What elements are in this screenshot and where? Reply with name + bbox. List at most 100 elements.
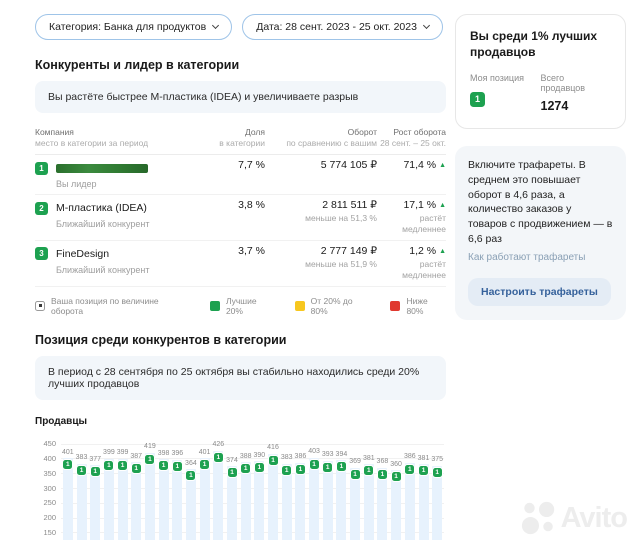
seller-count-bar	[76, 463, 87, 540]
seller-count-bar	[309, 457, 320, 540]
seller-count-bar	[391, 470, 402, 540]
position-badge: 1	[90, 467, 100, 477]
position-section-title: Позиция среди конкурентов в категории	[35, 332, 287, 347]
col-turnover-header: Оборот	[347, 127, 377, 137]
seller-count-bar	[363, 464, 374, 540]
position-badge: 1	[432, 467, 442, 477]
legend-label: От 20% до 80%	[310, 295, 353, 316]
promo-help-link[interactable]: Как работают трафареты	[468, 251, 586, 263]
y-axis-tick: 350	[43, 468, 56, 478]
bar-value-label: 375	[431, 456, 444, 464]
category-filter[interactable]: Категория: Банка для продуктов	[35, 14, 233, 40]
position-badge: 1	[200, 460, 210, 470]
table-row: 1 Вы лидер 7,7 % 5 774 105 ₽ 71,4 % ▲	[35, 155, 446, 196]
total-sellers-value: 1274	[540, 99, 569, 114]
bar-value-label: 381	[417, 454, 430, 462]
bar-value-label: 398	[157, 449, 170, 457]
y-axis-tick: 450	[43, 439, 56, 449]
avito-watermark: Avito	[520, 499, 628, 537]
legend-item: Ваша позиция по величине оборота	[35, 296, 190, 316]
bar-value-label: 399	[103, 449, 115, 457]
gridline	[61, 502, 444, 504]
bar-value-label: 383	[75, 454, 88, 462]
legend-item: Ниже 80%	[390, 296, 446, 316]
seller-count-bar	[432, 465, 443, 540]
col-share-header: Доля	[245, 127, 265, 137]
bar-value-label: 377	[89, 455, 102, 463]
y-axis-tick: 200	[43, 513, 56, 523]
seller-count-bar	[227, 466, 237, 540]
seller-count-bar	[185, 469, 196, 540]
table-legend: Ваша позиция по величине оборота Лучшие 2…	[35, 296, 446, 316]
seller-count-bar	[199, 458, 210, 540]
position-badge: 1	[364, 466, 374, 476]
position-badge: 1	[295, 464, 305, 474]
gridline	[61, 473, 444, 475]
legend-swatch-icon	[390, 300, 401, 311]
bar-value-label: 399	[116, 449, 129, 457]
bar-value-label: 416	[267, 444, 279, 452]
y-axis-tick: 150	[43, 527, 56, 537]
main-column: Категория: Банка для продуктов Дата: 28 …	[35, 14, 446, 540]
bar-value-label: 386	[403, 453, 416, 461]
gridline	[61, 517, 444, 519]
position-badge: 1	[419, 466, 428, 476]
seller-count-bar	[62, 458, 73, 540]
growth-up-icon: ▲	[439, 202, 446, 210]
bar-value-label: 393	[321, 451, 334, 459]
censored-company-name	[56, 163, 148, 173]
bar-value-label: 364	[185, 459, 197, 467]
bar-value-label: 381	[362, 454, 375, 462]
seller-count-bar	[350, 467, 361, 540]
company-name: FineDesign	[56, 247, 110, 260]
legend-label: Ваша позиция по величине оборота	[51, 295, 159, 316]
bar-value-label: 360	[390, 460, 402, 468]
configure-stencils-button[interactable]: Настроить трафареты	[468, 277, 611, 306]
seller-count-bar	[103, 458, 114, 540]
seller-count-bar	[172, 459, 183, 540]
bar-value-label: 426	[212, 441, 225, 449]
growth-up-icon: ▲	[439, 162, 446, 170]
position-badge: 1	[377, 469, 387, 479]
filter-bar: Категория: Банка для продуктов Дата: 28 …	[35, 14, 446, 40]
legend-swatch-icon	[294, 300, 305, 311]
position-badge: 1	[145, 454, 155, 464]
company-name: М-пластика (IDEA)	[56, 202, 147, 215]
competitors-banner: Вы растёте быстрее М-пластика (IDEA) и у…	[35, 81, 446, 113]
seller-count-bar	[322, 460, 333, 540]
position-badge: 1	[131, 464, 141, 474]
chevron-down-icon	[422, 21, 430, 30]
col-growth-header: Рост оборота	[393, 127, 446, 137]
bar-value-label: 390	[253, 451, 266, 459]
company-subtitle: Ближайший конкурент	[56, 264, 150, 275]
position-badge: 1	[350, 469, 360, 479]
position-badge: 1	[186, 471, 196, 481]
turnover-cell: 2 777 149 ₽	[320, 244, 377, 257]
avito-watermark-text: Avito	[560, 501, 628, 534]
seller-count-bar	[144, 452, 155, 540]
position-badge: 1	[254, 463, 264, 473]
my-position-badge: 1	[470, 91, 485, 107]
position-badge: 1	[104, 460, 114, 470]
seller-count-bar	[117, 458, 128, 540]
position-badge: 1	[227, 468, 237, 478]
gridline	[61, 443, 444, 445]
growth-cell: 71,4 % ▲	[403, 159, 446, 172]
seller-count-bar	[213, 450, 224, 540]
y-axis-tick: 250	[43, 498, 56, 508]
share-cell: 3,7 %	[238, 244, 265, 257]
position-badge: 1	[241, 464, 251, 474]
chevron-down-icon	[212, 21, 220, 30]
position-badge: 1	[391, 472, 401, 482]
position-badge: 1	[282, 465, 292, 475]
position-badge: 1	[336, 462, 346, 472]
position-badge: 1	[159, 461, 169, 471]
seller-count-bar	[295, 462, 306, 540]
promo-card: Включите трафареты. В среднем это повыша…	[455, 146, 626, 320]
seller-count-bar	[377, 467, 388, 540]
rank-card: Вы среди 1% лучших продавцов Моя позиция…	[455, 14, 626, 130]
competitors-section-title: Конкуренты и лидер в категории	[35, 58, 240, 72]
bar-value-label: 419	[144, 443, 156, 451]
date-filter[interactable]: Дата: 28 сент. 2023 - 25 окт. 2023	[242, 14, 443, 40]
turnover-cell: 5 774 105 ₽	[320, 159, 377, 172]
